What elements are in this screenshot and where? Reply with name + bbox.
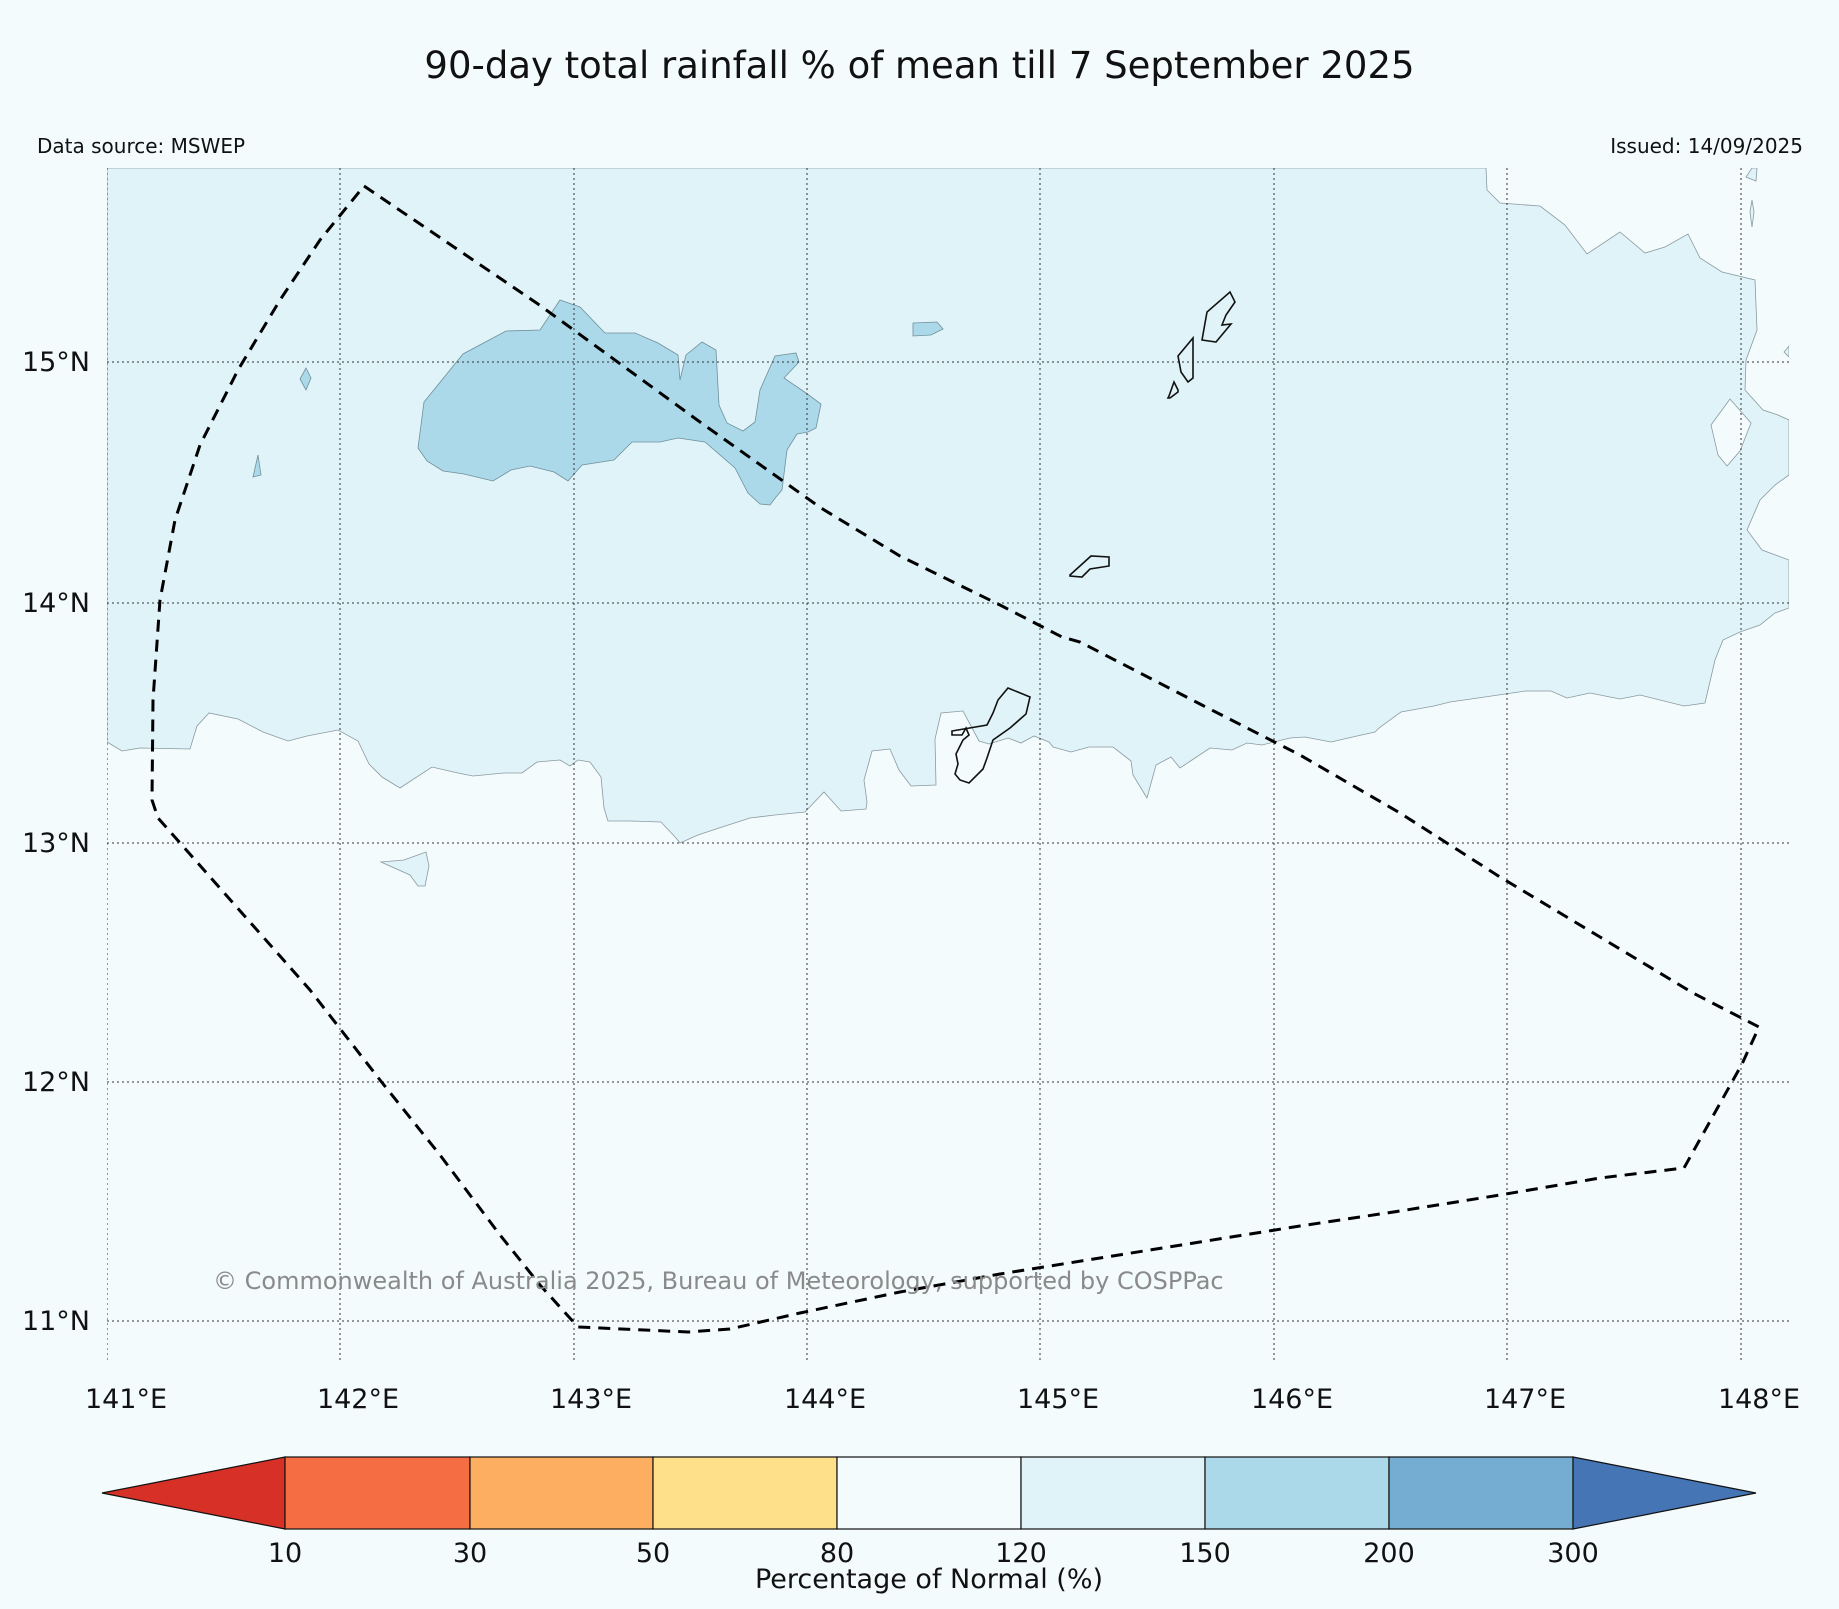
colorbar-label: Percentage of Normal (%) <box>755 1564 1103 1595</box>
colorbar-tick-label: 80 <box>820 1538 854 1569</box>
colorbar-segment <box>1020 1456 1206 1530</box>
graticule <box>107 168 1789 1363</box>
lat-tick-label: 14°N <box>22 588 90 619</box>
lon-tick-label: 146°E <box>1251 1384 1333 1415</box>
lon-tick-label: 145°E <box>1017 1384 1099 1415</box>
colorbar-tick-label: 300 <box>1547 1538 1599 1569</box>
rainfall-zone-120-150 <box>1749 199 1755 228</box>
island-anatahan <box>1201 290 1236 343</box>
island-rota <box>1069 555 1110 578</box>
lon-tick-label: 142°E <box>317 1384 399 1415</box>
colorbar <box>101 1456 1757 1530</box>
lat-tick-label: 15°N <box>22 347 90 378</box>
rainfall-zone-150-200 <box>299 367 312 391</box>
colorbar-segment <box>1204 1456 1390 1530</box>
issued-date-label: Issued: 14/09/2025 <box>1610 134 1803 158</box>
rainfall-zone-150-200 <box>417 299 822 506</box>
island-outlines <box>951 290 1236 784</box>
lon-tick-labels: 141°E 142°E 143°E 144°E 145°E 146°E 147°… <box>85 1384 1800 1415</box>
data-source-label: Data source: MSWEP <box>37 134 246 158</box>
copyright-notice: © Commonwealth of Australia 2025, Bureau… <box>213 1267 1224 1295</box>
rainfall-zone-150-200 <box>912 321 944 337</box>
lat-tick-label: 12°N <box>22 1067 90 1098</box>
lon-tick-label: 147°E <box>1484 1384 1566 1415</box>
rainfall-zone-150-200 <box>252 454 262 478</box>
rainfall-zone-120-150 <box>379 851 430 887</box>
rainfall-zone-80-120 <box>1710 398 1752 467</box>
colorbar-segment <box>1388 1456 1574 1530</box>
colorbar-tick-label: 200 <box>1363 1538 1415 1569</box>
colorbar-tick-label: 50 <box>636 1538 670 1569</box>
map-panel: © Commonwealth of Australia 2025, Bureau… <box>107 168 1789 1363</box>
colorbar-extend-low <box>101 1456 286 1530</box>
island-saipan <box>1177 335 1194 384</box>
lat-tick-label: 11°N <box>22 1306 90 1337</box>
colorbar-tick-label: 120 <box>995 1538 1047 1569</box>
colorbar-tick-label: 30 <box>453 1538 487 1569</box>
lon-tick-label: 148°E <box>1718 1384 1800 1415</box>
island-guam <box>951 687 1031 784</box>
colorbar-tick-label: 150 <box>1179 1538 1231 1569</box>
rainfall-zone-120-150 <box>1783 345 1789 358</box>
colorbar-tick-label: 10 <box>268 1538 302 1569</box>
lat-tick-label: 13°N <box>22 828 90 859</box>
lon-tick-label: 141°E <box>85 1384 167 1415</box>
lat-tick-labels: 15°N 14°N 13°N 12°N 11°N <box>22 347 90 1337</box>
colorbar-segment <box>469 1456 654 1530</box>
colorbar-extend-high <box>1572 1456 1757 1530</box>
colorbar-segment <box>836 1456 1022 1530</box>
rainfall-zone-120-150 <box>1745 168 1758 182</box>
lon-tick-label: 143°E <box>550 1384 632 1415</box>
colorbar-segment <box>652 1456 838 1530</box>
lon-tick-label: 144°E <box>784 1384 866 1415</box>
island-tinian <box>1166 379 1179 399</box>
colorbar-tick-labels: 10 30 50 80 120 150 200 300 <box>268 1538 1599 1569</box>
map-title: 90-day total rainfall % of mean till 7 S… <box>424 44 1415 87</box>
colorbar-segment <box>284 1456 471 1530</box>
